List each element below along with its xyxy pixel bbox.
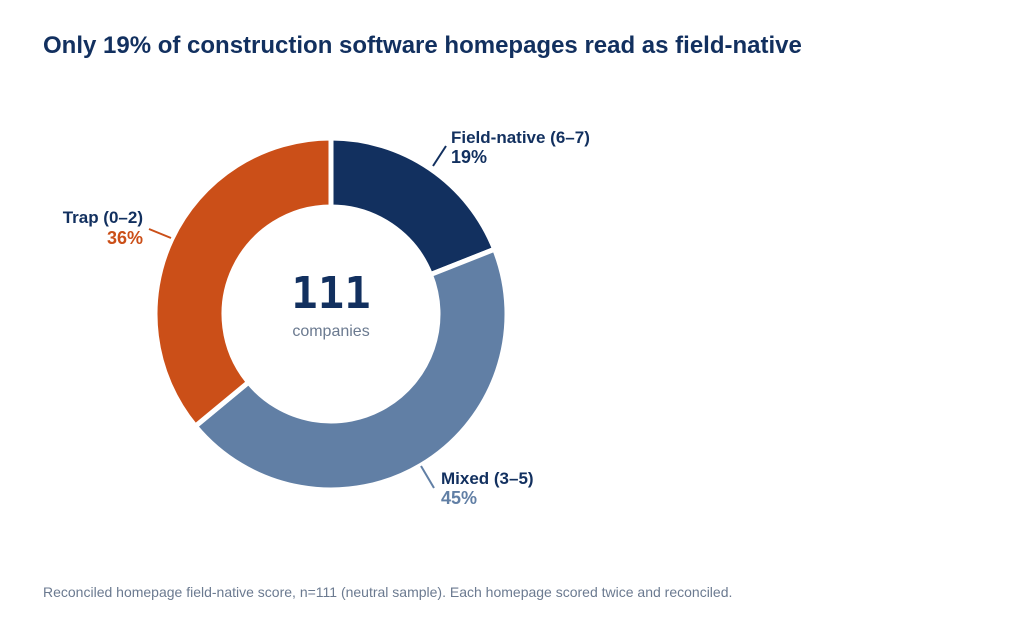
segment-percent-mixed: 45% [441, 488, 477, 508]
chart-title: Only 19% of construction software homepa… [43, 32, 802, 59]
center-total-value: 111 [291, 268, 370, 319]
donut-segment-trap [152, 135, 334, 430]
leader-line-field-native [432, 145, 447, 167]
leader-line-trap [148, 228, 172, 239]
segment-percent-field-native: 19% [451, 147, 487, 167]
segment-percent-trap: 36% [107, 228, 143, 248]
chart-footnote: Reconciled homepage field-native score, … [43, 584, 733, 600]
donut-segment-mixed [191, 245, 510, 493]
segment-label-field-native: Field-native (6–7) [451, 128, 590, 147]
leader-line-mixed [420, 465, 435, 489]
center-total-label: companies [292, 323, 369, 340]
donut-segment-field-native [328, 135, 498, 278]
segment-label-trap: Trap (0–2) [63, 208, 143, 227]
donut-segments [152, 135, 510, 493]
segment-label-mixed: Mixed (3–5) [441, 469, 534, 488]
label-leader-lines [148, 145, 447, 489]
